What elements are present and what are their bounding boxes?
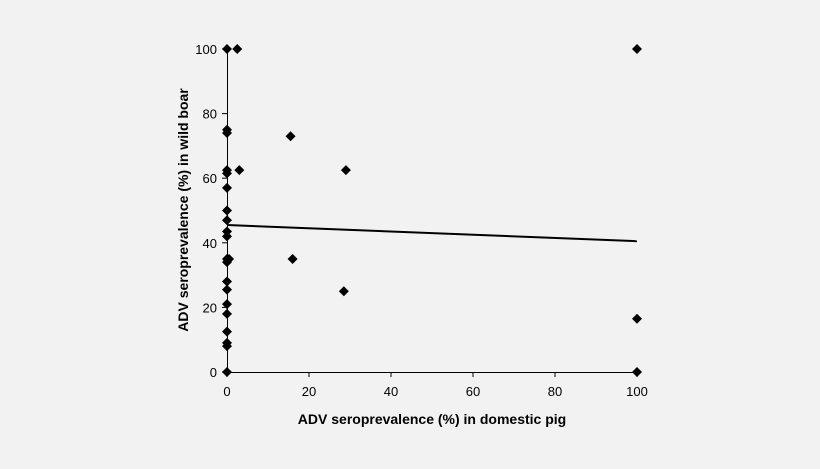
x-axis-ticks: 0 20 40 60 80 100 (223, 372, 648, 399)
data-point (222, 231, 232, 242)
y-tick-label: 0 (210, 365, 217, 380)
x-tick-label: 0 (223, 384, 230, 399)
data-point (632, 44, 642, 54)
y-axis-ticks: 0 20 40 60 80 100 (195, 42, 227, 380)
x-axis-title: ADV seroprevalence (%) in domestic pig (298, 411, 566, 427)
data-point (224, 253, 235, 264)
data-point (234, 165, 245, 176)
data-point (285, 131, 296, 142)
data-point (222, 127, 232, 138)
y-tick-label: 100 (195, 42, 217, 57)
data-point (222, 326, 232, 337)
data-point (222, 182, 232, 193)
x-tick-label: 60 (466, 384, 480, 399)
data-point (222, 168, 232, 179)
axes (227, 49, 637, 373)
y-tick-label: 80 (203, 107, 217, 122)
x-tick-label: 80 (548, 384, 562, 399)
data-point (287, 253, 298, 264)
y-tick-label: 40 (203, 236, 217, 251)
data-point (222, 44, 232, 54)
data-point (632, 313, 642, 324)
data-point (222, 367, 232, 377)
data-point (222, 205, 232, 216)
data-point (222, 308, 232, 319)
data-point (222, 341, 232, 352)
data-points (222, 44, 642, 377)
x-tick-label: 40 (384, 384, 398, 399)
data-point (338, 286, 349, 297)
y-tick-label: 20 (203, 300, 217, 315)
x-tick-label: 100 (626, 384, 648, 399)
data-point (340, 165, 351, 176)
data-point (232, 44, 243, 54)
data-point (222, 284, 232, 295)
data-point (222, 215, 232, 226)
y-tick-label: 60 (203, 171, 217, 186)
data-point (632, 367, 642, 377)
data-point (222, 299, 232, 310)
trend-line (226, 224, 638, 243)
x-tick-label: 20 (302, 384, 316, 399)
y-axis-title: ADV seroprevalence (%) in wild boar (175, 88, 191, 332)
data-point (222, 276, 232, 287)
